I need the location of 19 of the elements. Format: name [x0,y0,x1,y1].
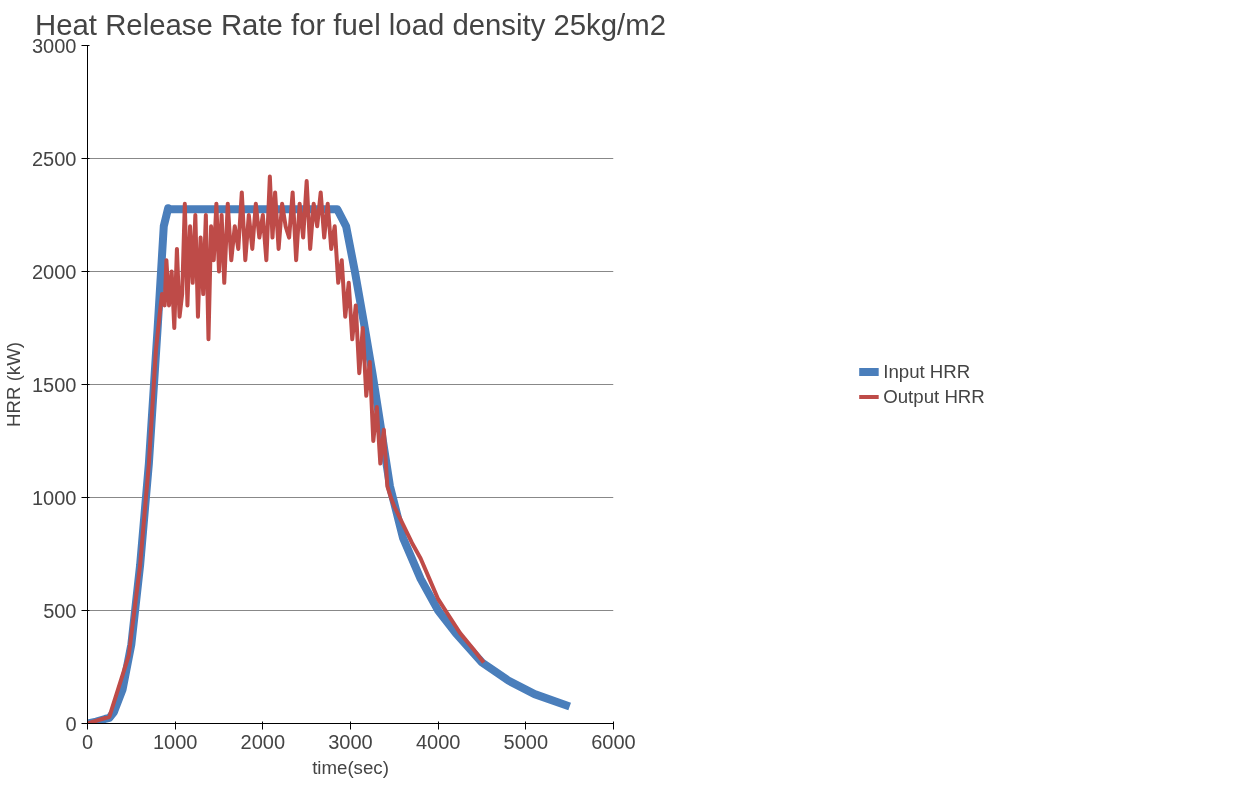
y-tick-label: 1500 [32,373,77,396]
x-tick-label: 5000 [503,730,549,753]
y-tick-label: 0 [65,712,77,735]
legend-label: Input HRR [883,360,971,383]
y-tick-label: 3000 [32,34,77,57]
y-tick-label: 2000 [32,260,77,283]
x-axis-title: time(sec) [312,756,389,778]
x-tick-label: 6000 [591,730,636,753]
y-tick-label: 1000 [32,486,77,509]
x-tick-label: 0 [81,730,94,753]
y-axis-title: HRR (kW) [3,342,25,427]
legend-label: Output HRR [883,385,985,408]
line-series [87,174,486,724]
y-tick-label: 2500 [32,147,77,170]
x-tick-label: 4000 [415,730,461,753]
x-tick-label: 2000 [240,730,286,753]
x-tick-label: 3000 [328,730,373,753]
x-tick-label: 1000 [152,730,198,753]
y-tick-label: 500 [43,599,77,622]
